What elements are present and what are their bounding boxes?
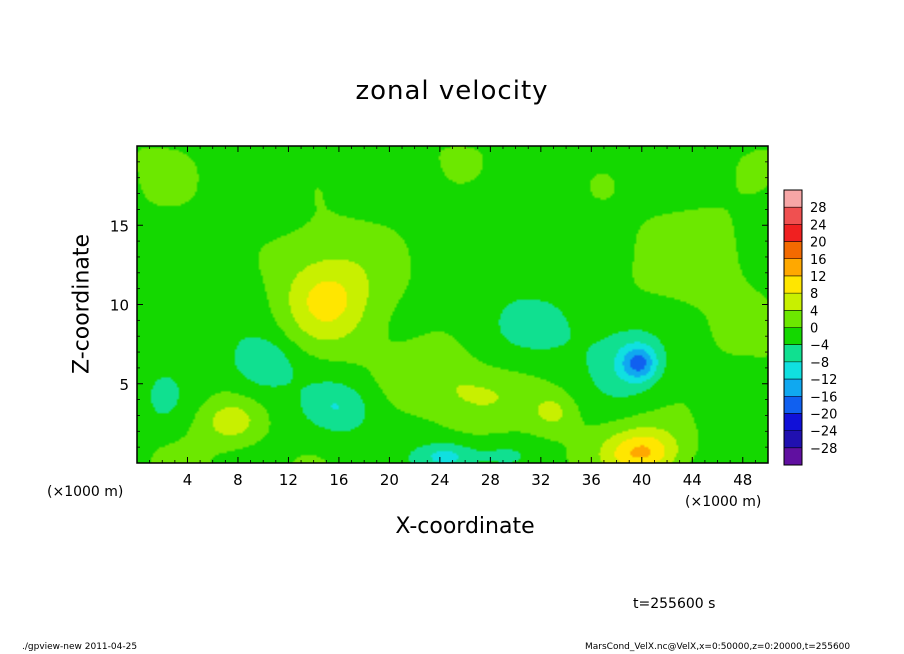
colorbar-label: 24 [810, 218, 827, 233]
x-tick-label: 24 [430, 471, 449, 489]
x-tick-label: 8 [233, 471, 243, 489]
colorbar-swatch [784, 241, 802, 260]
colorbar-swatch [784, 293, 802, 311]
chart-title: zonal velocity [355, 76, 549, 106]
colorbar-label: −8 [810, 356, 829, 371]
x-unit-left: (×1000 m) [47, 484, 124, 500]
x-tick-label: 44 [683, 471, 702, 489]
colorbar-label: 4 [810, 304, 818, 319]
colorbar-label: −12 [810, 373, 837, 388]
y-tick-label: 10 [110, 297, 129, 315]
colorbar-label: −20 [810, 407, 837, 422]
x-tick-label: 28 [481, 471, 500, 489]
x-tick-label: 4 [183, 471, 193, 489]
colorbar-label: 12 [810, 270, 827, 285]
colorbar-label: 28 [810, 201, 827, 216]
colorbar-label: −24 [810, 425, 837, 440]
y-tick-label: 15 [110, 217, 129, 235]
colorbar-swatch [784, 310, 802, 328]
colorbar-label: −4 [810, 339, 829, 354]
colorbar-label: 8 [810, 287, 818, 302]
colorbar-swatch [784, 258, 802, 277]
colorbar-label: 0 [810, 322, 818, 337]
x-unit-right: (×1000 m) [685, 494, 762, 510]
colorbar-swatch [784, 413, 802, 432]
colorbar-label: −16 [810, 390, 837, 405]
colorbar-swatch [784, 379, 802, 397]
y-tick-label: 5 [119, 376, 129, 394]
colorbar: 28 24 20 16 12 8 4 0 −4 −8 −12 −16 −20 −24 −28 [783, 189, 837, 466]
x-tick-label: 32 [531, 471, 550, 489]
velocity-field [137, 146, 768, 463]
x-axis: 4 8 12 16 20 24 28 32 36 40 44 48 [149, 146, 756, 489]
colorbar-swatch [784, 275, 802, 294]
colorbar-swatch [784, 224, 802, 243]
colorbar-swatch [784, 396, 802, 414]
colorbar-swatch [784, 361, 802, 380]
x-tick-label: 48 [733, 471, 752, 489]
colorbar-swatch [784, 207, 802, 225]
colorbar-swatch [784, 430, 802, 449]
footer-left: ./gpview-new 2011-04-25 [22, 642, 138, 652]
colorbar-swatch [784, 327, 802, 346]
y-axis: 5 10 15 [110, 161, 768, 448]
x-axis-label: X-coordinate [395, 514, 535, 539]
colorbar-swatch [784, 190, 802, 208]
footer-right: MarsCond_VelX.nc@VelX,x=0:50000,z=0:2000… [585, 642, 851, 652]
colorbar-label: 20 [810, 236, 827, 251]
colorbar-label: 16 [810, 253, 827, 268]
colorbar-swatch [784, 344, 802, 363]
x-tick-label: 12 [279, 471, 298, 489]
plot-area [136, 145, 769, 464]
colorbar-label: −28 [810, 442, 837, 457]
x-tick-label: 40 [632, 471, 651, 489]
colorbar-swatch [784, 447, 802, 466]
x-tick-label: 16 [329, 471, 348, 489]
y-axis-label: Z-coordinate [69, 234, 95, 374]
time-label: t=255600 s [633, 596, 716, 612]
x-tick-label: 36 [582, 471, 601, 489]
x-tick-label: 20 [380, 471, 399, 489]
